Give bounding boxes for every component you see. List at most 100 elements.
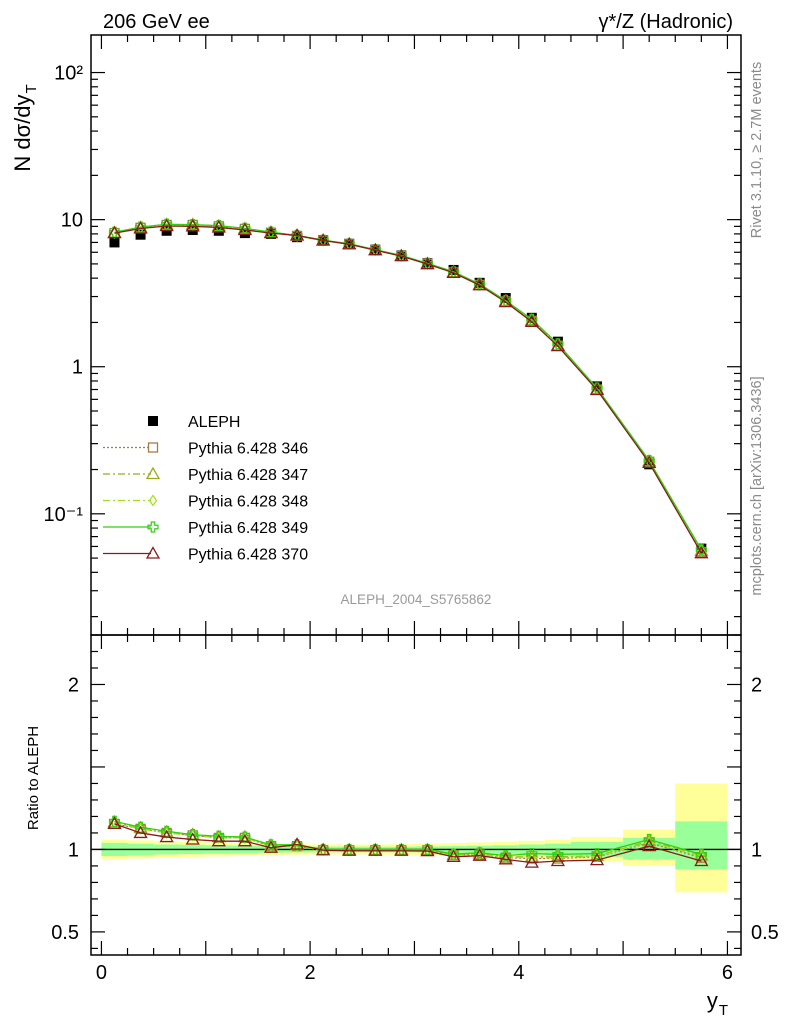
main-point-data-7: [292, 232, 303, 243]
legend: ALEPH Pythia 6.428 346 Pythia 6.428 347 Pyt…: [103, 414, 308, 564]
ratio-point-p349-1: [134, 821, 147, 833]
ratio-ytick-label-right-2: 2: [751, 674, 762, 696]
ratio-point-p349-17: [552, 848, 564, 860]
ratio-panel-frame: [90, 634, 742, 956]
ratio-point-p370-12: [420, 843, 435, 857]
main-point-data-15: [500, 293, 511, 304]
ratio-point-p370-4: [211, 833, 226, 847]
main-point-p370-13: [446, 265, 461, 278]
legend-label-p347: Pythia 6.428 347: [188, 467, 308, 484]
xtick-label-1: 2: [305, 962, 316, 984]
ratio-point-p370-6: [263, 840, 279, 853]
legend-label-p370: Pythia 6.428 370: [188, 547, 308, 564]
ratio-point-p349-6: [265, 839, 277, 851]
main-point-data-19: [644, 459, 655, 470]
x-axis-label-subscript: T: [719, 1002, 728, 1019]
main-point-data-1: [135, 229, 146, 240]
header-right-title: γ*/Z (Hadronic): [599, 11, 733, 33]
main-ytick-label-0: 10⁻¹: [44, 504, 84, 526]
main-point-p370-10: [368, 242, 383, 256]
header-left-title: 206 GeV ee: [103, 11, 210, 33]
main-point-p370-17: [550, 338, 566, 352]
main-point-p370-4: [211, 220, 226, 233]
ratio-point-p349-13: [447, 848, 460, 860]
ratio-ytick-label-left-2: 2: [68, 674, 79, 696]
main-point-data-14: [474, 277, 485, 288]
ratio-point-p370-1: [133, 825, 148, 839]
legend-marker-p347: [145, 466, 161, 480]
ratio-point-p370-13: [446, 849, 461, 863]
main-point-p370-7: [289, 228, 305, 241]
main-ytick-label-2: 10: [61, 210, 83, 232]
ratio-point-p370-20: [694, 853, 709, 867]
main-point-p370-11: [394, 248, 409, 262]
main-point-data-6: [265, 228, 276, 239]
main-point-p370-15: [498, 294, 513, 308]
ratio-point-p349-20: [695, 848, 707, 860]
main-line-p370: [114, 225, 702, 554]
axes-group: 10⁻¹ 1 10 10² 0.5 0.5 1 1 2 2 0 2 4 6: [44, 34, 779, 984]
ratio-line-p349: [114, 820, 702, 857]
legend-label-p348: Pythia 6.428 348: [188, 494, 308, 511]
ratio-ytick-label-left-0: 0.5: [51, 922, 79, 944]
ratio-point-p349-15: [500, 850, 512, 862]
main-point-p370-0: [107, 225, 122, 239]
legend-label-p349: Pythia 6.428 349: [188, 520, 308, 537]
main-point-data-0: [109, 237, 120, 248]
ratio-point-p370-14: [472, 848, 487, 861]
ratio-point-p370-18: [589, 852, 605, 866]
main-point-data-13: [448, 264, 459, 275]
ratio-ytick-label-right-1: 1: [751, 839, 762, 861]
ratio-point-p370-8: [316, 842, 331, 856]
main-point-p370-20: [694, 545, 709, 559]
main-point-p370-16: [524, 314, 539, 327]
ratio-line-p370: [114, 823, 702, 864]
main-point-p370-6: [263, 225, 279, 239]
ratio-point-p349-2: [161, 825, 173, 837]
legend-marker-p370: [145, 546, 161, 559]
ratio-ytick-label-right-0: 0.5: [751, 922, 779, 944]
rivet-version-label: Rivet 3.1.10, ≥ 2.7M events: [749, 62, 765, 238]
main-series-group: [107, 217, 709, 559]
ratio-point-p370-19: [642, 838, 657, 852]
x-axis-label: yT: [707, 988, 728, 1019]
main-point-data-16: [526, 312, 537, 323]
svg-text:N dσ/dyT: N dσ/dy T: [10, 84, 40, 171]
main-ytick-label-3: 10²: [54, 63, 83, 85]
ratio-point-p370-9: [342, 843, 357, 856]
ratio-point-p370-16: [524, 855, 539, 868]
ratio-point-p370-5: [237, 833, 253, 847]
main-panel-frame: [90, 34, 742, 636]
ratio-point-p370-11: [394, 843, 409, 856]
main-point-p349-20: [695, 544, 707, 556]
ratio-point-p370-3: [185, 832, 200, 845]
main-ylabel-subscript: T: [23, 84, 40, 93]
main-point-p370-2: [159, 218, 174, 232]
xtick-label-3: 6: [722, 962, 733, 984]
ratio-point-p348-5: [240, 831, 250, 844]
ratio-line-p348: [114, 822, 702, 859]
ratio-point-p370-2: [159, 829, 174, 843]
legend-marker-p348: [148, 494, 158, 507]
main-ylabel-text: N dσ/dy: [10, 95, 35, 172]
main-ytick-label-1: 1: [72, 357, 83, 379]
x-axis-label-text: y: [707, 988, 718, 1013]
ratio-point-p349-19: [643, 833, 655, 846]
main-point-p370-14: [472, 277, 487, 291]
main-point-p370-8: [316, 233, 331, 246]
analysis-id-label: ALEPH_2004_S5765862: [341, 592, 492, 607]
main-point-p370-1: [133, 221, 148, 234]
legend-label-p346: Pythia 6.428 346: [188, 441, 308, 458]
ratio-ylabel: Ratio to ALEPH: [25, 726, 42, 830]
main-point-p370-5: [237, 222, 253, 236]
legend-label-data: ALEPH: [188, 414, 240, 431]
xtick-label-2: 4: [513, 962, 524, 984]
mcplots-credit-label: mcplots.cern.ch [arXiv:1306.3436]: [749, 376, 765, 595]
main-point-p370-18: [589, 382, 605, 396]
xtick-label-0: 0: [96, 962, 107, 984]
main-point-p370-9: [342, 236, 357, 250]
ratio-point-p349-18: [591, 847, 603, 860]
ratio-point-p349-14: [474, 847, 486, 859]
ratio-line-p347: [114, 821, 702, 858]
